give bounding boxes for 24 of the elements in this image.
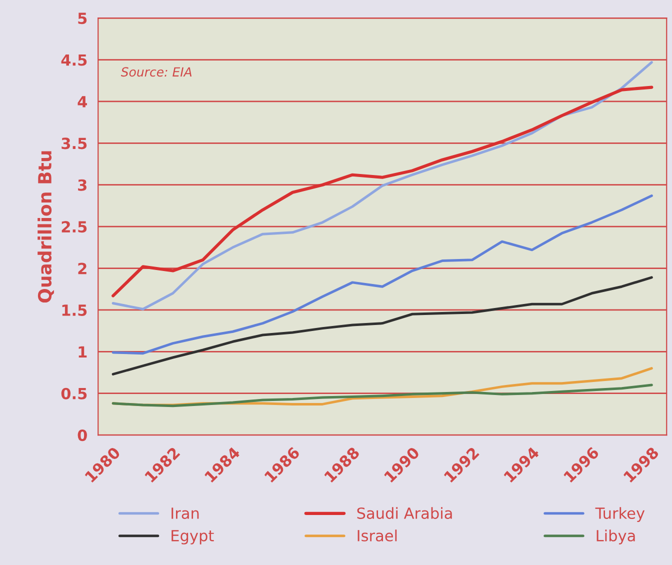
y-tick-label: 1 (78, 346, 87, 358)
line-series (112, 384, 653, 408)
line-series (112, 61, 653, 310)
legend-label: Egypt (172, 530, 214, 544)
line-series (112, 276, 653, 376)
y-tick-label: 0.5 (61, 388, 87, 400)
y-axis-title: Quadrillion Btu (38, 151, 54, 303)
y-tick-label: 4 (78, 96, 87, 108)
legend-label: Iran (172, 508, 199, 519)
y-tick-label: 1.5 (62, 304, 87, 316)
y-tick-label: 5 (78, 12, 87, 24)
y-tick-label: 2.5 (62, 221, 87, 233)
legend-label: Libya (596, 530, 635, 544)
legend-label: Turkey (595, 507, 645, 522)
legend-label: Israel (358, 530, 397, 542)
line-series (112, 86, 654, 298)
y-tick-label: 2 (78, 262, 86, 274)
y-tick-label: 4.5 (61, 54, 87, 66)
y-tick-label: 0 (78, 430, 87, 442)
y-tick-label: 3.5 (62, 138, 87, 150)
legend-label: Saudi Arabia (357, 507, 452, 519)
y-tick-label: 3 (78, 179, 86, 191)
line-series (112, 194, 653, 355)
annotation: Source: EIA (120, 67, 192, 77)
